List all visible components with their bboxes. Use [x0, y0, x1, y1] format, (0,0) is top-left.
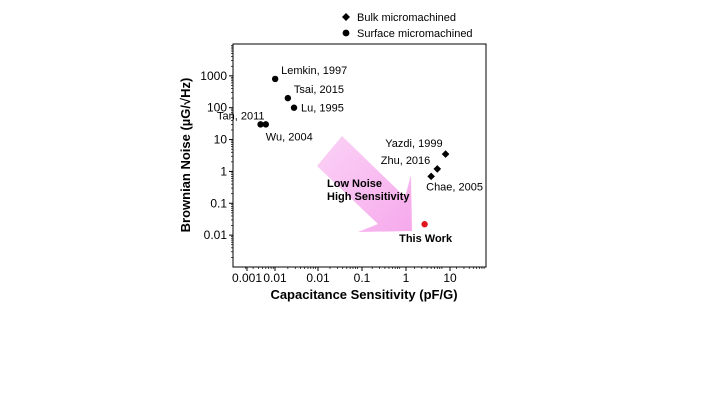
legend-label: Bulk micromachined	[357, 12, 456, 24]
point-chae-2005	[427, 172, 435, 181]
label-this-work: This Work	[399, 233, 453, 245]
point-lu-1995	[290, 104, 298, 111]
y-axis-title: Brownian Noise (µG/√Hz)	[178, 78, 193, 233]
label-tsai-2015: Tsai, 2015	[294, 84, 344, 96]
annotation-line-2: High Sensitivity	[327, 191, 410, 203]
point-wu-2004	[262, 121, 270, 128]
x-tick-label: 0.01	[306, 271, 330, 285]
label-wu-2004: Wu, 2004	[266, 131, 313, 143]
y-tick-label: 10	[214, 133, 228, 147]
plot-frame	[232, 43, 487, 268]
label-tan-2011: Tan, 2011	[217, 110, 265, 122]
point-this-work	[421, 221, 428, 228]
label-zhu-2016: Zhu, 2016	[381, 155, 431, 167]
x-tick-label: 0.1	[354, 271, 371, 285]
legend-circle-icon	[342, 29, 350, 37]
x-axis-title: Capacitance Sensitivity (pF/G)	[270, 287, 457, 302]
x-tick-label: 10	[443, 271, 457, 285]
y-tick-label: 1000	[200, 69, 227, 83]
label-chae-2005: Chae, 2005	[426, 181, 483, 193]
y-tick-label: 0.1	[210, 196, 227, 210]
x-tick-label: 0.01	[263, 271, 287, 285]
x-tick-label: 0.001	[232, 271, 262, 285]
point-zhu-2016	[433, 165, 442, 173]
label-yazdi-1999: Yazdi, 1999	[385, 138, 442, 150]
point-yazdi-1999	[441, 150, 450, 158]
label-lu-1995: Lu, 1995	[301, 103, 344, 115]
point-lemkin-1997	[271, 75, 279, 83]
trend-arrow	[317, 136, 412, 232]
y-tick-label: 1	[220, 164, 227, 178]
y-tick-label: 100	[207, 101, 227, 115]
label-lemkin-1997: Lemkin, 1997	[281, 65, 347, 77]
x-tick-label: 1	[403, 271, 410, 285]
y-tick-label: 0.01	[204, 228, 228, 242]
annotation-line-1: Low Noise	[327, 178, 382, 190]
legend-diamond-icon	[342, 13, 350, 21]
legend-label: Surface micromachined	[357, 28, 473, 40]
point-tan-2011	[257, 121, 264, 128]
point-tsai-2015	[284, 94, 292, 102]
